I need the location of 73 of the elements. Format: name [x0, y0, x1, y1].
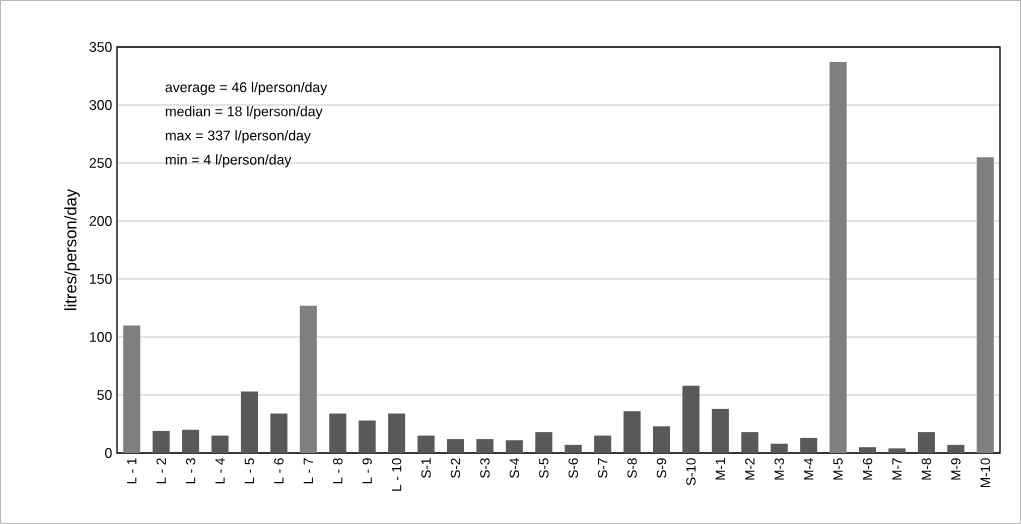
x-tick-label: M-4 [804, 458, 814, 480]
x-tick-label: M-9 [951, 458, 961, 480]
bar [535, 432, 553, 453]
y-tick-label: 150 [90, 274, 112, 284]
bar [299, 305, 317, 453]
annotation: average = 46 l/person/day [165, 81, 328, 95]
y-tick-label: 200 [89, 216, 112, 226]
x-tick-label: L - 3 [185, 458, 196, 484]
bar [976, 157, 994, 453]
bar [152, 430, 170, 453]
y-tick-label: 0 [105, 448, 112, 458]
x-tick-label: M-7 [892, 458, 902, 480]
x-tick-label: L - 7 [303, 458, 313, 484]
x-tick-label: L - 10 [391, 458, 402, 491]
bar [564, 444, 582, 453]
bar [182, 429, 200, 453]
y-tick-label: 350 [89, 42, 112, 52]
y-tick-label: 100 [90, 332, 112, 342]
bar [888, 448, 906, 453]
x-tick-label: M-5 [833, 458, 843, 480]
y-tick-label: 300 [89, 100, 112, 110]
x-tick-label: S-4 [509, 458, 520, 478]
x-tick-label: M-10 [980, 458, 990, 487]
x-tick-label: L - 2 [156, 458, 166, 484]
x-tick-label: L - 8 [333, 458, 343, 484]
x-tick-label: M-2 [745, 458, 755, 480]
bar [358, 420, 376, 453]
bar [859, 447, 877, 453]
x-tick-label: L - 9 [362, 458, 372, 484]
bar [711, 408, 729, 453]
x-tick-label: M-8 [921, 458, 932, 480]
bar [123, 325, 141, 453]
bar [270, 413, 288, 453]
bar [505, 440, 523, 453]
bar [388, 413, 406, 453]
bar [770, 443, 788, 453]
bar [829, 62, 847, 453]
x-tick-label: M-3 [774, 458, 784, 480]
x-tick-label: L - 6 [274, 458, 284, 484]
bar [682, 385, 700, 453]
x-tick-label: S-2 [450, 458, 461, 478]
y-axis-title: litres/person/day [64, 188, 80, 310]
bar [652, 426, 671, 453]
annotation: median = 18 l/person/day [165, 106, 323, 120]
bar [623, 411, 641, 453]
annotation: min = 4 l/person/day [165, 154, 292, 168]
x-tick-label: S-7 [597, 458, 608, 478]
x-tick-label: L - 1 [127, 458, 137, 484]
bar [917, 432, 935, 453]
x-tick-label: S-6 [568, 458, 578, 478]
x-tick-label: S-9 [656, 458, 667, 478]
bar [446, 439, 465, 453]
x-tick-label: L - 5 [244, 458, 255, 484]
x-tick-label: S-10 [686, 458, 696, 486]
bar [329, 413, 347, 453]
x-tick-label: S-1 [421, 458, 431, 478]
x-tick-label: M-1 [715, 458, 725, 480]
bar [800, 437, 818, 453]
bar [417, 435, 435, 453]
x-tick-label: M-6 [862, 458, 873, 480]
y-tick-label: 250 [89, 158, 112, 168]
bar [594, 435, 612, 453]
bar [240, 391, 258, 453]
x-tick-label: S-5 [539, 458, 549, 478]
bar [211, 435, 229, 453]
bar [947, 444, 965, 453]
y-tick-label: 50 [97, 390, 112, 400]
x-tick-label: S-8 [627, 458, 637, 478]
bar [741, 432, 759, 453]
x-tick-label: L - 4 [215, 458, 225, 484]
annotation: max = 337 l/person/day [165, 130, 311, 144]
x-tick-label: S-3 [480, 458, 490, 478]
bar [476, 439, 494, 453]
